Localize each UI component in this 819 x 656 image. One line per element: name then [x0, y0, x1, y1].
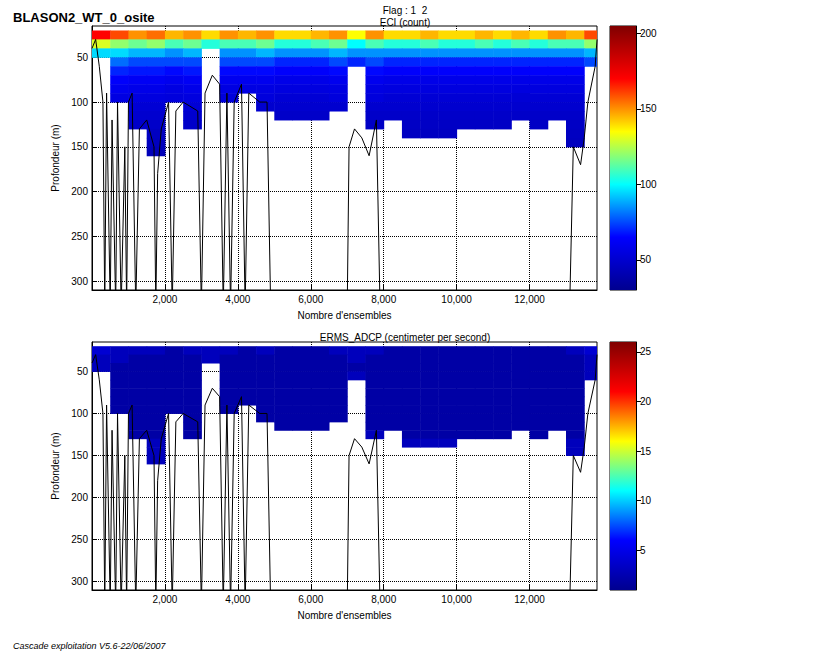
svg-text:8,000: 8,000: [371, 594, 396, 605]
svg-text:10,000: 10,000: [441, 294, 472, 305]
svg-text:200: 200: [640, 28, 657, 39]
svg-text:100: 100: [71, 408, 88, 419]
svg-text:12,000: 12,000: [514, 594, 545, 605]
svg-text:8,000: 8,000: [371, 294, 396, 305]
svg-text:200: 200: [71, 186, 88, 197]
svg-text:Cascade exploitation V5.6-22/0: Cascade exploitation V5.6-22/06/2007: [13, 641, 167, 651]
svg-text:Flag : 1 2: Flag : 1 2: [383, 5, 428, 16]
svg-text:100: 100: [71, 97, 88, 108]
svg-text:300: 300: [71, 276, 88, 287]
svg-text:300: 300: [71, 576, 88, 587]
svg-text:50: 50: [77, 52, 89, 63]
svg-text:250: 250: [71, 231, 88, 242]
svg-text:10,000: 10,000: [441, 594, 472, 605]
svg-text:ECI (count): ECI (count): [380, 17, 431, 28]
svg-text:200: 200: [71, 492, 88, 503]
svg-text:250: 250: [71, 534, 88, 545]
svg-text:50: 50: [77, 366, 89, 377]
svg-text:100: 100: [640, 179, 657, 190]
svg-text:2,000: 2,000: [152, 294, 177, 305]
svg-text:2,000: 2,000: [152, 594, 177, 605]
svg-text:4,000: 4,000: [225, 294, 250, 305]
svg-text:150: 150: [71, 450, 88, 461]
svg-text:ERMS_ADCP (centimeter per seco: ERMS_ADCP (centimeter per second): [320, 332, 490, 343]
svg-text:5: 5: [640, 545, 646, 556]
svg-text:Nombre d'ensembles: Nombre d'ensembles: [297, 610, 391, 621]
svg-text:Profondeur (m): Profondeur (m): [50, 124, 61, 191]
svg-text:10: 10: [640, 495, 652, 506]
svg-text:Nombre d'ensembles: Nombre d'ensembles: [297, 310, 391, 321]
svg-text:4,000: 4,000: [225, 594, 250, 605]
svg-text:20: 20: [640, 396, 652, 407]
svg-text:6,000: 6,000: [298, 294, 323, 305]
svg-text:Profondeur (m): Profondeur (m): [50, 432, 61, 499]
svg-text:BLASON2_WT_0_osite: BLASON2_WT_0_osite: [13, 10, 155, 25]
svg-text:6,000: 6,000: [298, 594, 323, 605]
svg-text:150: 150: [640, 103, 657, 114]
svg-text:150: 150: [71, 141, 88, 152]
svg-text:15: 15: [640, 446, 652, 457]
svg-text:50: 50: [640, 254, 652, 265]
svg-text:25: 25: [640, 346, 652, 357]
svg-text:12,000: 12,000: [514, 294, 545, 305]
